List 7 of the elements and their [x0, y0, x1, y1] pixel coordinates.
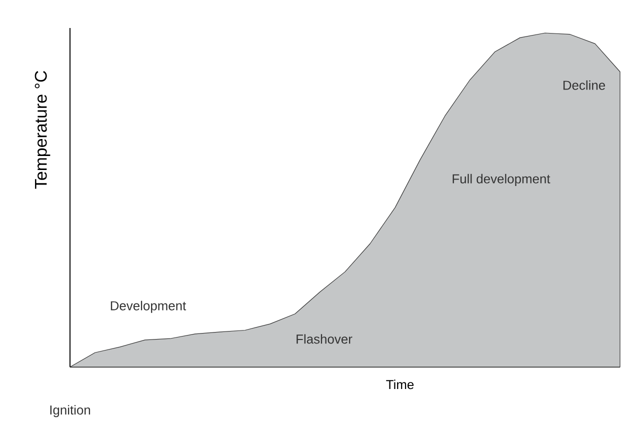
y-axis-title: Temperature °C [34, 70, 50, 189]
annotation: Development [110, 300, 186, 313]
text: Ignition [50, 405, 90, 418]
annotation: Decline [563, 80, 606, 90]
annotation: Flashover [296, 334, 352, 344]
x-axis-title: Time [386, 380, 414, 390]
annotation: Full development [452, 174, 550, 186]
